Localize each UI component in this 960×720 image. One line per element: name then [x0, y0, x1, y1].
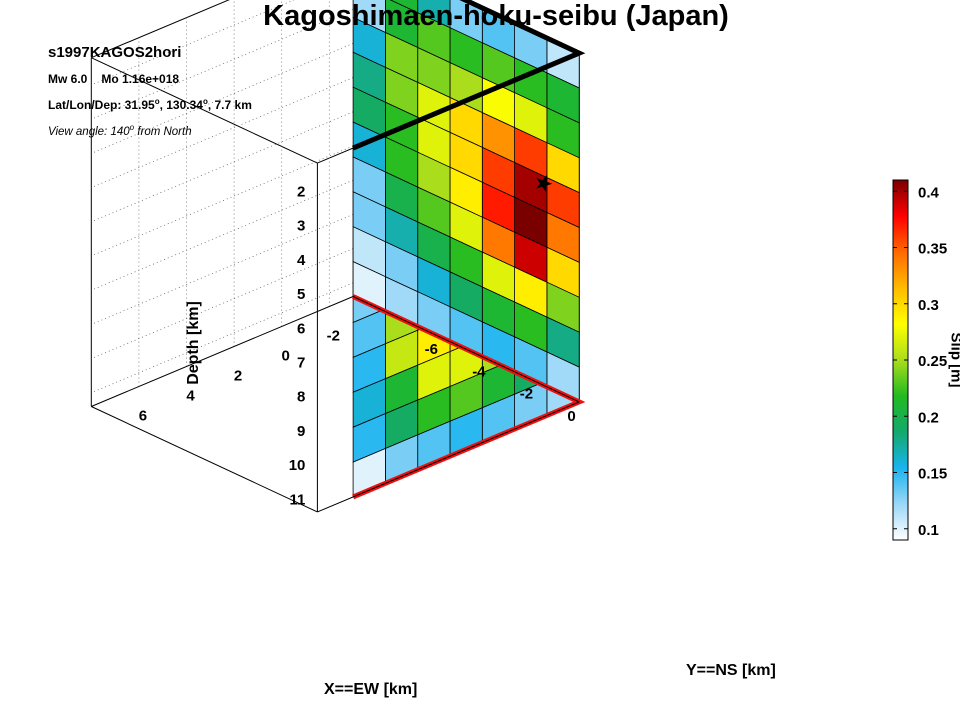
- x-tick-label: -2: [327, 327, 340, 344]
- y-tick-label: -6: [425, 341, 438, 358]
- x-tick-label: 2: [234, 367, 242, 384]
- view-angle-text: View angle: 140: [48, 126, 130, 138]
- colorbar-tick-label: 0.2: [918, 409, 939, 426]
- z-tick-label: 7: [297, 354, 305, 371]
- axes-box-edge: [352, 296, 580, 403]
- view-angle-line: View angle: 140o from North: [48, 123, 192, 139]
- z-tick-label: 8: [297, 389, 305, 406]
- grid-line: [91, 8, 354, 120]
- colorbar-tick-label: 0.15: [918, 466, 947, 483]
- colorbar-tick-label: 0.35: [918, 241, 947, 258]
- colorbar-label: Slip [m]: [947, 332, 960, 388]
- grid-line: [91, 111, 354, 223]
- z-tick-label: 3: [297, 218, 305, 235]
- fault-top-trace: [352, 0, 586, 151]
- axes-box-edge: [91, 296, 354, 407]
- mw-label: Mw 6.0: [48, 72, 88, 86]
- colorbar-tick-label: 0.3: [918, 297, 939, 314]
- grid-line: [91, 0, 295, 86]
- colorbar: 0.1 0.15 0.2 0.25 0.3 0.35 0.4: [892, 179, 947, 541]
- grid-line: [91, 248, 354, 359]
- hypocenter-marker: [536, 175, 553, 193]
- y-tick-label: -2: [520, 386, 533, 403]
- lon-text: , 130.34: [159, 98, 203, 112]
- z-tick-label: 11: [290, 491, 306, 508]
- axes-box-front: [91, 163, 580, 513]
- fault-plane-ns: [352, 0, 580, 403]
- grid-line: [91, 214, 354, 325]
- grid-line: [91, 145, 354, 257]
- axes-box-edge: [317, 401, 580, 513]
- z-tick-label: 6: [297, 320, 305, 337]
- x-axis-label: X==EW [km]: [324, 681, 418, 698]
- mo-label: Mo 1.16e+018: [101, 72, 180, 86]
- degree-mark: o: [154, 97, 160, 106]
- slip-patch: [389, 0, 419, 14]
- hypocenter-star: [536, 175, 553, 193]
- event-id: s1997KAGOS2hori: [48, 44, 182, 61]
- depth-text: , 7.7 km: [207, 98, 252, 112]
- colorbar-tick-label: 0.25: [918, 353, 947, 370]
- chart-title: Kagoshimaen-hoku-seibu (Japan): [263, 0, 729, 32]
- colorbar-tick-label: 0.4: [918, 184, 940, 201]
- view-angle-suffix: from North: [134, 126, 192, 138]
- y-axis-label: Y==NS [km]: [686, 662, 776, 679]
- location-line: Lat/Lon/Dep: 31.95o, 130.34o, 7.7 km: [48, 97, 252, 113]
- grid-line: [91, 282, 354, 394]
- z-tick-label: 9: [297, 423, 305, 440]
- degree-mark: o: [202, 97, 208, 106]
- grid-line: [91, 77, 354, 188]
- x-tick-label: 6: [139, 407, 147, 424]
- x-tick-label: 0: [282, 347, 290, 364]
- y-tick-label: -4: [472, 363, 486, 380]
- axes-box-edge: [91, 57, 318, 164]
- lat-text: Lat/Lon/Dep: 31.95: [48, 98, 155, 112]
- degree-mark: o: [129, 123, 135, 132]
- colorbar-tick-label: 0.1: [918, 522, 939, 539]
- axes-box-edge: [91, 0, 230, 59]
- magnitude-line: Mw 6.0 Mo 1.16e+018: [48, 72, 179, 86]
- grid-line: [91, 179, 354, 291]
- axes-box-edge: [91, 406, 318, 513]
- x-tick-label: 4: [186, 387, 195, 404]
- z-tick-label: 2: [297, 183, 305, 200]
- z-tick-label: 10: [289, 457, 306, 474]
- grid-line: [91, 43, 354, 154]
- z-axis-label: Depth [km]: [185, 301, 202, 385]
- z-tick-label: 5: [297, 286, 305, 303]
- y-tick-label: 0: [567, 408, 575, 425]
- z-tick-label: 4: [297, 252, 306, 269]
